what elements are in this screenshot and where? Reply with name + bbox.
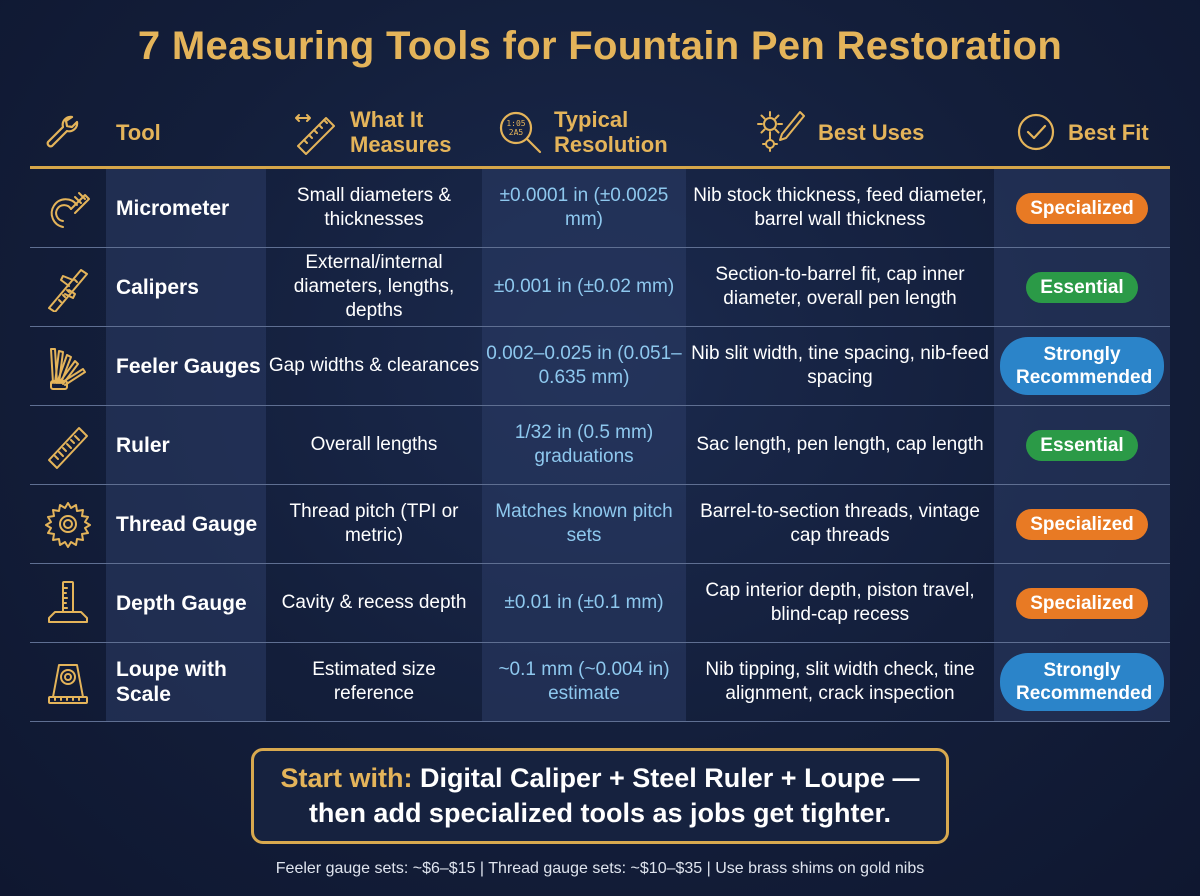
tool-measures: Gap widths & clearances	[268, 355, 480, 376]
fit-badge: Essential	[1026, 271, 1138, 303]
ruler-icon	[48, 427, 88, 469]
header-resolution-line1: Typical	[554, 107, 629, 132]
tool-uses: Sac length, pen length, cap length	[696, 434, 984, 455]
fit-badge: Strongly Recommended	[1000, 653, 1164, 711]
tool-name: Feeler Gauges	[106, 327, 266, 405]
svg-text:2A5: 2A5	[509, 128, 524, 137]
tool-name: Calipers	[106, 248, 266, 326]
table-row: Feeler Gauges Gap widths & clearances 0.…	[30, 327, 1170, 406]
loupe-icon	[48, 664, 88, 704]
tool-measures: Cavity & recess depth	[281, 592, 467, 613]
tools-table: Micrometer Small diameters & thicknesses…	[30, 169, 1170, 722]
tool-uses: Nib tipping, slit width check, tine alig…	[705, 659, 975, 704]
header-uses: Best Uses	[756, 96, 986, 168]
header-uses-label: Best Uses	[818, 119, 925, 145]
ruler-measure-icon	[295, 114, 335, 155]
tool-name: Depth Gauge	[106, 564, 266, 642]
tool-uses: Barrel-to-section threads, vintage cap t…	[700, 501, 980, 546]
tool-name: Ruler	[106, 406, 266, 484]
tool-measures: Overall lengths	[310, 434, 438, 455]
magnifier-numbers-icon: 1:05 2A5	[499, 111, 542, 154]
fit-badge: Specialized	[1016, 587, 1148, 619]
fit-badge: Strongly Recommended	[1000, 337, 1164, 395]
tool-resolution: ~0.1 mm (~0.004 in) estimate	[482, 643, 686, 721]
tool-uses: Nib slit width, tine spacing, nib-feed s…	[691, 343, 989, 388]
tool-measures: Estimated size reference	[312, 659, 436, 704]
header-fit: Best Fit	[1016, 96, 1170, 168]
tool-uses: Section-to-barrel fit, cap inner diamete…	[715, 264, 965, 309]
table-row: Ruler Overall lengths 1/32 in (0.5 mm) g…	[30, 406, 1170, 485]
tool-uses: Nib stock thickness, feed diameter, barr…	[693, 185, 987, 230]
table-header: Tool What It Measures 1:05 2A5 Typical R…	[30, 96, 1170, 168]
header-tool: Tool	[42, 96, 252, 168]
calipers-icon	[48, 269, 88, 312]
header-tool-label: Tool	[116, 119, 161, 145]
page-title: 7 Measuring Tools for Fountain Pen Resto…	[137, 24, 1063, 68]
micrometer-icon	[50, 192, 90, 228]
tool-name: Micrometer	[106, 169, 266, 247]
table-row: Calipers External/internal diameters, le…	[30, 248, 1170, 327]
header-measures: What It Measures	[292, 96, 492, 168]
gears-pen-icon	[757, 111, 805, 152]
fit-badge: Essential	[1026, 429, 1138, 461]
header-measures-line1: What It	[350, 107, 424, 132]
tool-resolution: 1/32 in (0.5 mm) graduations	[482, 406, 686, 484]
tool-resolution: 0.002–0.025 in (0.051–0.635 mm)	[482, 327, 686, 405]
tool-uses: Cap interior depth, piston travel, blind…	[705, 580, 975, 625]
thread-gauge-icon	[45, 502, 91, 548]
tool-resolution: ±0.01 in (±0.1 mm)	[482, 564, 686, 642]
callout-line1: Digital Caliper + Steel Ruler + Loupe —	[412, 763, 920, 793]
header-measures-line2: Measures	[350, 132, 452, 157]
depth-gauge-icon	[48, 581, 88, 623]
callout-line2: then add specialized tools as jobs get t…	[308, 798, 892, 828]
tool-resolution: Matches known pitch sets	[482, 485, 686, 563]
header-divider	[30, 166, 1170, 169]
fit-badge: Specialized	[1016, 192, 1148, 224]
table-row: Micrometer Small diameters & thicknesses…	[30, 169, 1170, 248]
tool-name: Loupe with Scale	[106, 643, 266, 721]
tool-measures: Small diameters & thicknesses	[296, 185, 452, 230]
tool-name: Thread Gauge	[106, 485, 266, 563]
recommendation-callout: Start with: Digital Caliper + Steel Rule…	[251, 748, 949, 844]
table-row: Thread Gauge Thread pitch (TPI or metric…	[30, 485, 1170, 564]
tool-resolution: ±0.0001 in (±0.0025 mm)	[482, 169, 686, 247]
svg-text:1:05: 1:05	[506, 119, 525, 128]
header-resolution-line2: Resolution	[554, 132, 668, 157]
fit-badge: Specialized	[1016, 508, 1148, 540]
footer-note: Feeler gauge sets: ~$6–$15 | Thread gaug…	[275, 860, 925, 877]
wrench-icon	[46, 115, 79, 148]
tool-measures: External/internal diameters, lengths, de…	[293, 252, 455, 321]
table-row: Loupe with Scale Estimated size referenc…	[30, 643, 1170, 722]
feeler-gauges-icon	[50, 348, 86, 390]
tool-measures: Thread pitch (TPI or metric)	[289, 501, 459, 546]
table-row: Depth Gauge Cavity & recess depth ±0.01 …	[30, 564, 1170, 643]
header-resolution: 1:05 2A5 Typical Resolution	[496, 96, 696, 168]
checkmark-circle-icon	[1017, 113, 1055, 151]
header-fit-label: Best Fit	[1068, 119, 1149, 145]
tool-resolution: ±0.001 in (±0.02 mm)	[482, 248, 686, 326]
callout-lead: Start with:	[280, 763, 413, 793]
